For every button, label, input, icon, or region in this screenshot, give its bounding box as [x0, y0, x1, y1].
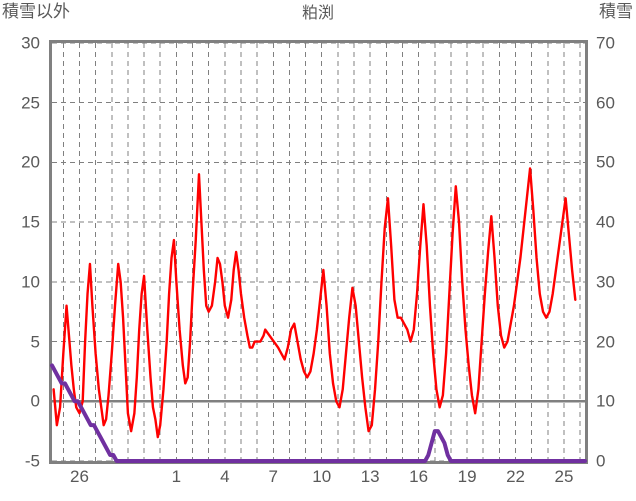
x-axis-tick: 4 [220, 467, 230, 486]
y-axis-right-tick: 20 [596, 332, 615, 352]
y-axis-left-tick: 20 [21, 152, 40, 172]
y-axis-right-tick: 0 [596, 451, 606, 471]
y-axis-right-tick: 10 [596, 391, 615, 411]
plot-area [49, 40, 588, 464]
x-axis-tick: 22 [506, 467, 526, 486]
right-axis-title: 積雪 [599, 2, 633, 21]
y-axis-left-tick: -5 [24, 451, 40, 471]
x-axis-tick: 1 [171, 467, 182, 486]
y-axis-right-tick: 60 [596, 93, 615, 113]
x-axis-tick: 10 [312, 467, 332, 486]
x-axis-tick: 26 [69, 467, 89, 486]
plot-border [49, 40, 588, 464]
y-axis-left-tick: 15 [21, 212, 40, 232]
x-axis-tick: 25 [554, 467, 574, 486]
x-axis-tick: 13 [360, 467, 380, 486]
chart-title: 粕渕 [301, 5, 334, 22]
y-axis-left-tick: 10 [21, 272, 40, 292]
x-axis-tick: 19 [457, 467, 477, 486]
y-axis-right-tick: 30 [596, 272, 615, 292]
y-axis-left-tick: 25 [21, 93, 40, 113]
y-axis-right-tick: 70 [596, 33, 615, 53]
chart-canvas [50, 42, 587, 463]
y-axis-right-tick: 40 [596, 212, 615, 232]
left-axis-title: 積雪以外 [2, 2, 70, 21]
x-axis-tick: 16 [409, 467, 429, 486]
y-axis-right-tick: 50 [596, 152, 615, 172]
x-axis-tick: 7 [268, 467, 278, 486]
y-axis-left-tick: 0 [30, 391, 40, 411]
y-axis-left-tick: 30 [21, 33, 40, 53]
y-axis-left-tick: 5 [30, 332, 40, 352]
